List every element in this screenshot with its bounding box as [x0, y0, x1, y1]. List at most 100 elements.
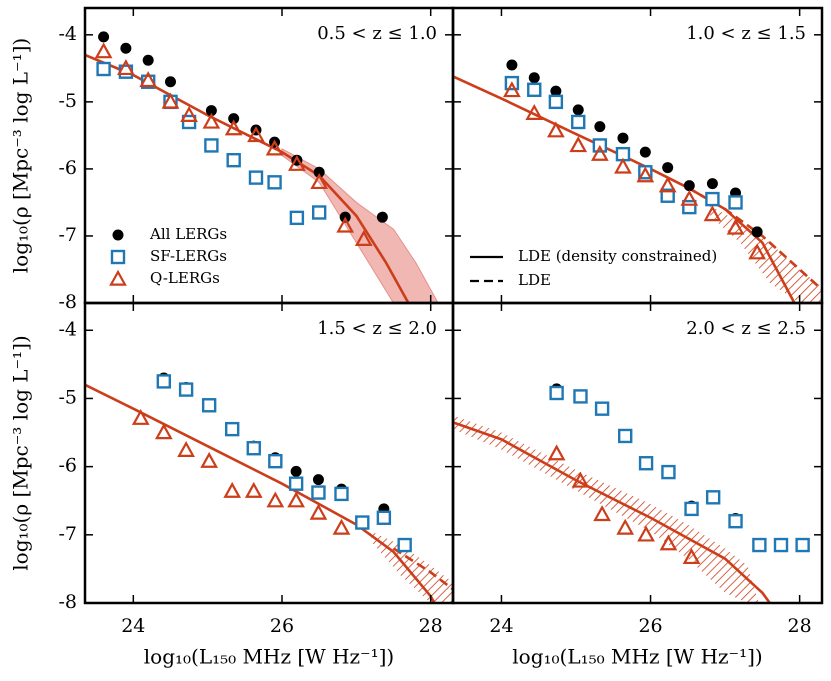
y-tick-label: -7 — [58, 523, 77, 545]
marker-triangle — [180, 106, 198, 122]
y-axis-label: log₁₀(ρ [Mpc⁻³ log L⁻¹]) — [9, 335, 33, 570]
marker-square — [156, 374, 172, 389]
marker-triangle — [571, 471, 590, 488]
marker-triangle — [131, 408, 150, 425]
marker-triangle — [309, 503, 328, 520]
marker-circle — [528, 72, 540, 84]
plot-area — [85, 31, 439, 303]
marker-triangle — [200, 451, 219, 468]
marker-triangle — [224, 119, 243, 136]
marker-square — [201, 398, 217, 413]
marker-square — [248, 170, 264, 185]
marker-square — [795, 537, 810, 553]
marker-square — [397, 537, 412, 553]
marker-triangle — [703, 205, 722, 222]
marker-square — [728, 195, 743, 210]
marker-circle — [617, 132, 629, 144]
marker-square — [773, 537, 789, 553]
marker-triangle — [265, 139, 284, 156]
marker-square — [178, 382, 194, 397]
marker-square — [110, 249, 126, 265]
marker-circle — [164, 76, 176, 88]
marker-triangle — [748, 243, 767, 260]
marker-square — [661, 464, 676, 480]
marker-square — [548, 94, 564, 110]
marker-square — [268, 453, 283, 469]
marker-circle — [120, 42, 132, 54]
marker-triangle — [109, 269, 127, 286]
y-tick-label: -4 — [58, 318, 77, 340]
legend-text: Q-LERGs — [150, 269, 220, 287]
marker-triangle — [680, 189, 699, 206]
y-tick-label: -5 — [58, 386, 77, 408]
marker-square — [226, 152, 241, 168]
marker-triangle — [244, 481, 263, 498]
marker-circle — [228, 113, 240, 125]
marker-square — [267, 175, 282, 190]
x-axis-label: log₁₀(L₁₅₀ MHz [W Hz⁻¹]) — [144, 645, 394, 669]
marker-circle — [98, 31, 110, 43]
marker-triangle — [287, 491, 306, 508]
marker-triangle — [593, 505, 611, 522]
marker-square — [527, 82, 542, 97]
y-tick-label: -8 — [58, 291, 77, 313]
marker-square — [594, 401, 610, 416]
legend-text: SF-LERGs — [150, 247, 227, 265]
marker-triangle — [503, 81, 521, 98]
marker-triangle — [658, 176, 677, 193]
panel-annotation: 2.0 < z ≤ 2.5 — [686, 318, 806, 339]
marker-circle — [506, 59, 518, 71]
marker-triangle — [525, 103, 544, 120]
marker-square — [573, 389, 588, 404]
y-tick-label: -4 — [58, 23, 77, 45]
marker-triangle — [247, 126, 265, 143]
panel-frame — [451, 301, 824, 605]
marker-triangle — [547, 444, 566, 461]
model-line — [85, 53, 410, 303]
marker-triangle — [637, 525, 655, 542]
marker-square — [660, 188, 675, 203]
panel-annotation: 1.0 < z ≤ 1.5 — [686, 23, 806, 44]
uncertainty-band — [453, 415, 759, 603]
marker-circle — [683, 180, 695, 192]
marker-square — [334, 486, 349, 502]
model-line — [453, 421, 771, 603]
marker-square — [752, 537, 767, 553]
marker-triangle — [139, 71, 158, 88]
marker-circle — [313, 166, 325, 178]
marker-circle — [751, 226, 763, 238]
marker-triangle — [94, 42, 113, 59]
plot-area — [453, 383, 810, 603]
marker-square — [355, 515, 370, 530]
marker-square — [289, 210, 305, 226]
marker-circle — [112, 229, 124, 241]
marker-circle — [290, 465, 302, 477]
marker-circle — [639, 146, 651, 158]
marker-circle — [376, 211, 388, 223]
x-tick-label: 28 — [419, 615, 443, 637]
marker-triangle — [682, 548, 701, 565]
marker-triangle — [547, 121, 565, 138]
marker-circle — [572, 104, 584, 116]
marker-square — [638, 456, 654, 471]
legend-text: All LERGs — [149, 225, 227, 243]
marker-square — [705, 191, 720, 207]
uncertainty-band — [710, 205, 822, 303]
marker-circle — [142, 54, 154, 66]
marker-square — [311, 205, 327, 220]
marker-triangle — [161, 92, 180, 109]
marker-circle — [662, 162, 674, 174]
x-axis-label: log₁₀(L₁₅₀ MHz [W Hz⁻¹]) — [512, 645, 762, 669]
y-axis-label: log₁₀(ρ [Mpc⁻³ log L⁻¹]) — [9, 38, 33, 273]
marker-square — [311, 485, 326, 500]
marker-square — [224, 421, 240, 437]
marker-square — [288, 476, 304, 491]
uncertainty-band — [371, 531, 453, 603]
marker-square — [246, 441, 261, 456]
plot-area — [85, 372, 453, 603]
y-tick-label: -5 — [58, 90, 77, 112]
x-tick-label: 24 — [489, 615, 513, 637]
marker-square — [705, 490, 721, 505]
model-line — [453, 75, 796, 303]
